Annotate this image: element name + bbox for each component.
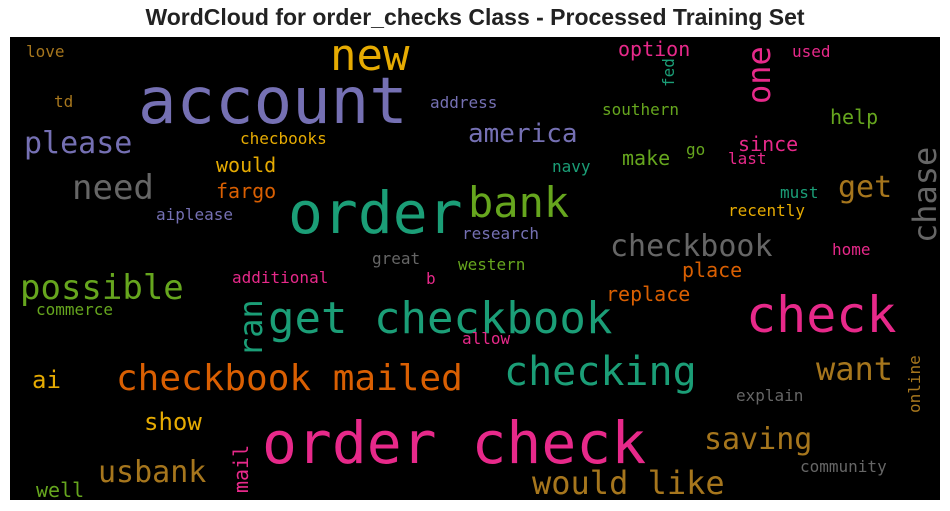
- word-used: used: [792, 42, 831, 61]
- word-help: help: [830, 105, 878, 129]
- word-checking: checking: [504, 349, 697, 395]
- word-checkbook: checkbook: [610, 229, 773, 264]
- word-b: b: [426, 269, 436, 288]
- word-ran: ran: [232, 299, 270, 357]
- word-recently: recently: [728, 201, 805, 220]
- word-account: account: [138, 65, 408, 139]
- word-chase: chase: [906, 147, 940, 243]
- word-order: order: [288, 179, 463, 247]
- word-option: option: [618, 37, 690, 61]
- word-since: since: [738, 132, 798, 156]
- word-go: go: [686, 140, 705, 159]
- word-well: well: [36, 478, 84, 500]
- wordcloud-svg: account order order check check get checkboo…: [20, 37, 940, 500]
- word-love: love: [26, 42, 65, 61]
- word-usbank: usbank: [98, 455, 206, 490]
- chart-title: WordCloud for order_checks Class - Proce…: [145, 4, 805, 30]
- word-address: address: [430, 93, 497, 112]
- word-aiplease: aiplease: [156, 205, 233, 224]
- word-mail: mail: [229, 445, 253, 493]
- word-ai: ai: [32, 366, 61, 394]
- word-get-checkbook: get checkbook: [268, 293, 612, 344]
- word-navy: navy: [552, 157, 591, 176]
- word-community: community: [800, 457, 887, 476]
- word-online: online: [905, 355, 924, 413]
- wordcloud-canvas: account order order check check get checkboo…: [10, 37, 940, 500]
- word-explain: explain: [736, 386, 803, 405]
- word-would: would: [216, 153, 276, 177]
- word-fed: fed: [659, 58, 678, 87]
- word-last: last: [728, 149, 767, 168]
- word-order-check: order check: [262, 409, 646, 477]
- word-checbooks: checbooks: [240, 129, 327, 148]
- word-one: one: [740, 46, 778, 104]
- word-fargo: fargo: [216, 179, 276, 203]
- word-checkbook-mailed: checkbook mailed: [116, 358, 463, 399]
- word-check: check: [746, 286, 897, 344]
- word-td: td: [54, 92, 73, 111]
- word-replace: replace: [606, 282, 690, 306]
- word-need: need: [72, 168, 154, 208]
- word-please: please: [24, 126, 132, 161]
- word-allow: allow: [462, 329, 511, 348]
- word-saving: saving: [704, 422, 812, 457]
- word-must: must: [780, 183, 819, 202]
- word-want: want: [816, 350, 893, 388]
- word-place: place: [682, 258, 742, 282]
- word-america: america: [468, 119, 578, 149]
- word-make: make: [622, 146, 670, 170]
- word-bank: bank: [468, 178, 569, 227]
- word-additional: additional: [232, 268, 328, 287]
- word-home: home: [832, 240, 871, 259]
- word-research: research: [462, 224, 539, 243]
- word-commerce: commerce: [36, 300, 113, 319]
- word-get: get: [838, 170, 892, 205]
- word-western: western: [458, 255, 525, 274]
- word-southern: southern: [602, 100, 679, 119]
- word-new: new: [330, 37, 410, 81]
- word-great: great: [372, 249, 420, 268]
- word-show: show: [144, 408, 202, 436]
- word-would-like: would like: [532, 464, 725, 500]
- word-possible: possible: [20, 268, 184, 308]
